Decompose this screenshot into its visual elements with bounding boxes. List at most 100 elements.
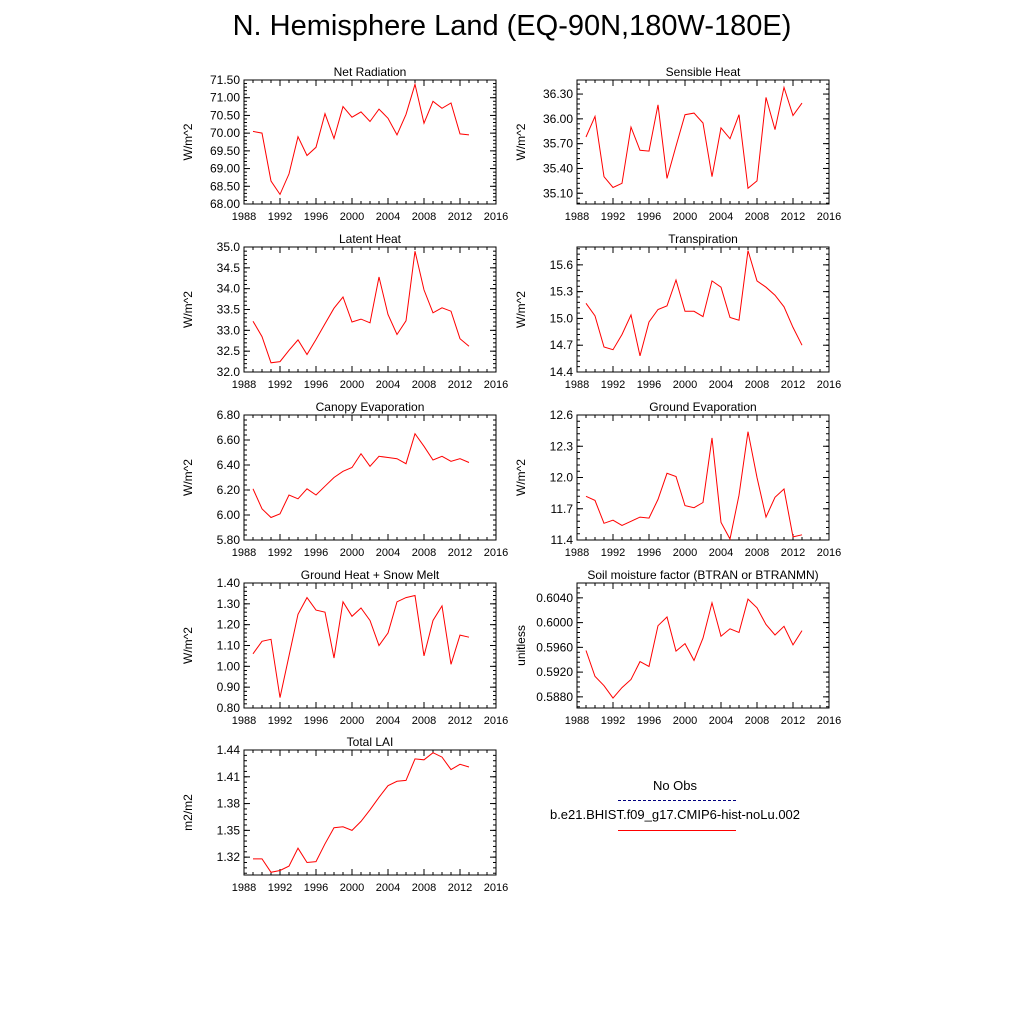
y-tick-label: 6.40 [217, 458, 241, 472]
y-tick-label: 6.00 [217, 508, 241, 522]
series-line-0 [252, 594, 470, 698]
y-tick-label: 69.50 [210, 144, 240, 158]
y-tick-label: 15.3 [550, 285, 574, 299]
series-line-0 [252, 251, 470, 364]
x-tick-label: 2016 [484, 715, 508, 727]
x-tick-label: 1992 [268, 379, 292, 391]
plot-frame [243, 414, 497, 541]
y-tick-label: 12.0 [550, 471, 574, 485]
plot-frame [576, 246, 830, 373]
x-tick-label: 1996 [637, 715, 661, 727]
y-tick-label: 1.41 [217, 770, 241, 784]
legend-label-model: b.e21.BHIST.f09_g17.CMIP6-hist-noLu.002 [549, 807, 801, 822]
x-tick-label: 2016 [817, 211, 841, 223]
y-tick-label: 1.10 [217, 639, 241, 653]
y-tick-label: 0.6040 [536, 591, 573, 605]
x-tick-label: 2008 [412, 211, 436, 223]
x-tick-label: 2012 [781, 715, 805, 727]
panel-title: Net Radiation [334, 65, 407, 79]
x-tick-label: 2000 [673, 379, 697, 391]
y-tick-label: 15.6 [550, 258, 574, 272]
x-tick-label: 2000 [340, 882, 364, 894]
y-tick-label: 1.00 [217, 659, 241, 673]
x-tick-label: 2012 [448, 211, 472, 223]
x-tick-label: 2012 [448, 547, 472, 559]
series-line-0 [585, 85, 803, 190]
x-tick-label: 2012 [781, 379, 805, 391]
y-tick-label: 0.90 [217, 680, 241, 694]
x-tick-label: 2008 [412, 715, 436, 727]
x-tick-label: 2004 [376, 715, 400, 727]
y-axis-label: W/m^2 [514, 459, 528, 496]
x-tick-label: 2016 [484, 882, 508, 894]
x-tick-label: 1996 [637, 379, 661, 391]
x-tick-label: 1992 [268, 211, 292, 223]
y-tick-label: 70.50 [210, 108, 240, 122]
x-tick-label: 1992 [601, 379, 625, 391]
x-tick-label: 2016 [817, 715, 841, 727]
x-tick-label: 2000 [340, 211, 364, 223]
chart-panel-4: Canopy Evaporation W/m^2 1988 1992 1996 2000 2… [181, 400, 508, 559]
x-tick-label: 1992 [268, 547, 292, 559]
chart-panel-5: Ground Evaporation W/m^2 1988 1992 1996 2000 2… [514, 400, 841, 559]
y-tick-label: 6.80 [217, 408, 241, 422]
y-tick-label: 71.50 [210, 73, 240, 87]
panel-title: Canopy Evaporation [316, 400, 425, 414]
chart-panel-8: Total LAI m2/m2 1988 1992 1996 2000 2004 2008 20… [181, 735, 508, 894]
x-tick-label: 1988 [232, 547, 256, 559]
x-tick-label: 2008 [745, 547, 769, 559]
panel-title: Total LAI [347, 735, 394, 749]
y-tick-label: 14.4 [550, 365, 574, 379]
y-tick-label: 70.00 [210, 126, 240, 140]
x-tick-label: 2016 [484, 211, 508, 223]
x-tick-label: 2008 [412, 882, 436, 894]
y-tick-label: 0.6000 [536, 616, 573, 630]
series-line-0 [252, 82, 470, 196]
x-tick-label: 2012 [448, 715, 472, 727]
plot-frame [576, 79, 830, 205]
x-tick-label: 2000 [673, 715, 697, 727]
plot-frame [243, 79, 497, 205]
panel-title: Latent Heat [339, 232, 402, 246]
x-tick-label: 1988 [232, 211, 256, 223]
y-tick-label: 14.7 [550, 338, 574, 352]
x-tick-label: 2000 [340, 715, 364, 727]
series-line-0 [253, 752, 470, 873]
y-tick-label: 0.5960 [536, 640, 573, 654]
chart-panel-7: Soil moisture factor (BTRAN or BTRANMN) u… [514, 568, 841, 727]
x-tick-label: 2008 [745, 211, 769, 223]
y-tick-label: 1.44 [217, 743, 241, 757]
x-tick-label: 2008 [745, 715, 769, 727]
x-tick-label: 1996 [304, 379, 328, 391]
panel-title: Ground Evaporation [649, 400, 756, 414]
x-tick-label: 2012 [448, 882, 472, 894]
x-tick-label: 2012 [448, 379, 472, 391]
x-tick-label: 2016 [817, 379, 841, 391]
x-tick-label: 2008 [412, 547, 436, 559]
y-tick-label: 35.0 [217, 240, 241, 254]
legend-label-obs: No Obs [652, 778, 698, 793]
x-tick-label: 1988 [232, 882, 256, 894]
x-tick-label: 1988 [565, 547, 589, 559]
series-line-0 [585, 250, 803, 357]
y-tick-label: 6.20 [217, 483, 241, 497]
y-axis-label: m2/m2 [181, 794, 195, 831]
x-tick-label: 1992 [268, 715, 292, 727]
y-tick-label: 1.40 [217, 576, 241, 590]
y-tick-label: 1.30 [217, 597, 241, 611]
y-tick-label: 36.30 [543, 87, 573, 101]
main-title: N. Hemisphere Land (EQ-90N,180W-180E) [232, 10, 792, 42]
x-tick-label: 2000 [673, 211, 697, 223]
x-tick-label: 1996 [637, 211, 661, 223]
y-tick-label: 1.38 [217, 797, 241, 811]
x-tick-label: 2004 [376, 211, 400, 223]
y-tick-label: 69.00 [210, 162, 240, 176]
plot-frame [576, 582, 830, 709]
x-tick-label: 1996 [304, 547, 328, 559]
y-axis-label: W/m^2 [181, 627, 195, 664]
x-tick-label: 1992 [268, 882, 292, 894]
y-tick-label: 5.80 [217, 533, 241, 547]
y-tick-label: 32.0 [217, 365, 241, 379]
y-tick-label: 71.00 [210, 91, 240, 105]
